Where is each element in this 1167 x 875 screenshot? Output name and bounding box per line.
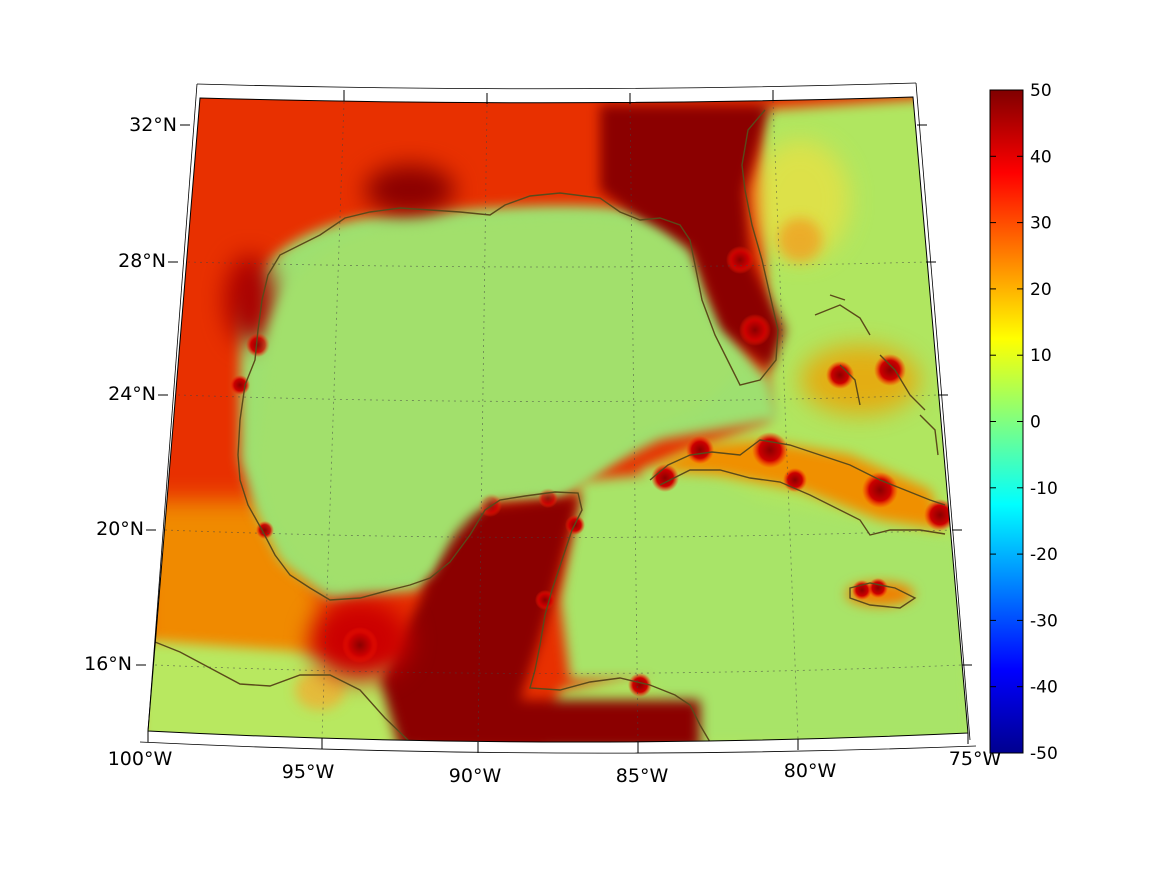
colorbar-tick-label: -40 (1030, 678, 1058, 698)
data-field (148, 97, 968, 743)
colorbar-tick-label: -50 (1030, 744, 1058, 764)
lon-label-90: 90°W (449, 765, 502, 787)
lon-label-75: 75°W (949, 748, 1002, 770)
colorbar-tick-label: -10 (1030, 479, 1058, 499)
graticule (154, 100, 963, 743)
ticks (136, 90, 972, 753)
colorbar-tick-label: 0 (1030, 413, 1041, 433)
colorbar-tick-label: -30 (1030, 611, 1058, 631)
colorbar-tick-label: -20 (1030, 545, 1058, 565)
lat-label-24: 24°N (108, 383, 156, 405)
lat-label-16: 16°N (84, 653, 132, 675)
lon-label-95: 95°W (282, 761, 335, 783)
lon-label-100: 100°W (108, 748, 173, 770)
colorbar-tick-label: 50 (1030, 81, 1052, 101)
lon-label-85: 85°W (616, 765, 669, 787)
colorbar-tick-label: 30 (1030, 214, 1052, 234)
lat-label-32: 32°N (129, 114, 177, 136)
map-frame (139, 82, 977, 754)
colorbar: 50 40 30 20 10 0 -10 -20 -30 -40 -50 (989, 81, 1058, 764)
lat-label-20: 20°N (96, 518, 144, 540)
coastline (154, 109, 946, 743)
colorbar-tick-label: 40 (1030, 147, 1052, 167)
lat-label-28: 28°N (118, 250, 166, 272)
lon-label-80: 80°W (784, 760, 837, 782)
colorbar-ticks: 50 40 30 20 10 0 -10 -20 -30 -40 -50 (990, 81, 1058, 764)
colorbar-tick-label: 10 (1030, 346, 1052, 366)
colorbar-tick-label: 20 (1030, 280, 1052, 300)
